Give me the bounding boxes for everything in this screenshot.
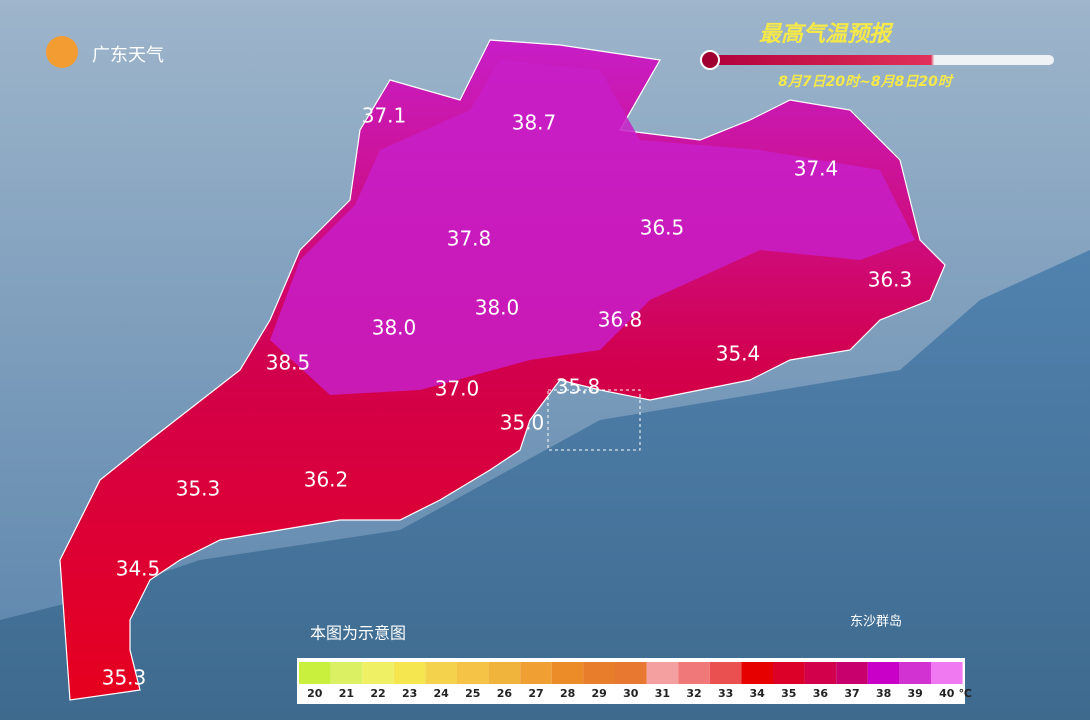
temperature-label: 34.5 [116,557,161,581]
title-bar-knob [700,50,720,70]
legend-swatch [362,662,394,684]
legend-label: 26 [497,687,513,700]
temperature-label: 38.0 [372,316,417,340]
logo-text: 广东天气 [92,45,164,66]
legend-swatch [646,662,679,684]
legend-label: 38 [876,687,891,700]
title-bar [702,55,1054,65]
legend-label: 28 [560,687,575,700]
temperature-label: 36.5 [640,216,685,240]
hot-zone [270,60,915,395]
legend-swatch [299,662,331,684]
legend-swatch [867,662,900,684]
legend-label: 35 [781,687,796,700]
legend-label: 37 [844,687,859,700]
legend-swatch [773,662,805,684]
temperature-label: 37.8 [447,227,492,251]
legend-label: 23 [402,687,417,700]
legend-label: 36 [813,687,829,700]
legend-swatch [457,662,489,684]
dynamic-layer: 37.1 38.7 37.4 37.8 36.5 36.3 38.0 38.0 36.8 38.5… [102,104,972,701]
legend-swatch [551,662,584,684]
hk-box [547,389,641,451]
legend-label: 21 [339,687,354,700]
temperature-label: 36.2 [304,468,349,492]
legend-label: 27 [528,687,543,700]
legend-label: 22 [370,687,385,700]
legend-label: 32 [686,687,701,700]
temperature-label: 36.3 [868,268,913,292]
legend-swatch [836,662,868,684]
temperature-label: 37.0 [435,377,480,401]
legend-swatch [678,662,710,684]
legend-swatch [931,662,963,684]
title: 最高气温预报 [759,21,894,47]
legend-swatch [330,662,363,684]
temperature-label: 38.5 [266,351,311,375]
legend-label: 39 [908,687,923,700]
legend-label: 30 [623,687,639,700]
legend-swatch [741,662,773,684]
logo-icon [46,36,78,68]
legend-swatch [488,662,521,684]
legend-unit: ℃ [959,687,972,700]
legend-swatch [425,662,457,684]
legend-label: 40 [939,687,955,700]
temperature-label: 35.3 [102,666,147,690]
temperature-label: 37.1 [362,104,407,128]
legend-label: 25 [465,687,480,700]
legend-label: 33 [718,687,733,700]
temperature-label: 35.0 [500,411,545,435]
legend-swatch [520,662,552,684]
temperature-label: 38.0 [475,296,520,320]
legend-label: 34 [750,687,766,700]
temperature-label: 35.4 [716,342,761,366]
legend-swatch [709,662,742,684]
legend-swatch [804,662,837,684]
legend-label: 24 [434,687,450,700]
map-note: 本图为示意图 [310,624,406,643]
legend-swatch [615,662,647,684]
temperature-label: 37.4 [794,157,839,181]
legend-swatch [583,662,615,684]
temperature-label: 36.8 [598,308,643,332]
temperature-label: 38.7 [512,111,557,135]
legend-label: 31 [655,687,670,700]
subtitle: 8月7日20时~8月8日20时 [778,74,955,90]
temperature-label: 35.3 [176,477,221,501]
legend-label: 20 [307,687,323,700]
island-label: 东沙群岛 [850,614,902,630]
legend-swatch [393,662,426,684]
legend-swatch [899,662,931,684]
legend-label: 29 [592,687,607,700]
temperature-label: 35.8 [556,375,601,399]
